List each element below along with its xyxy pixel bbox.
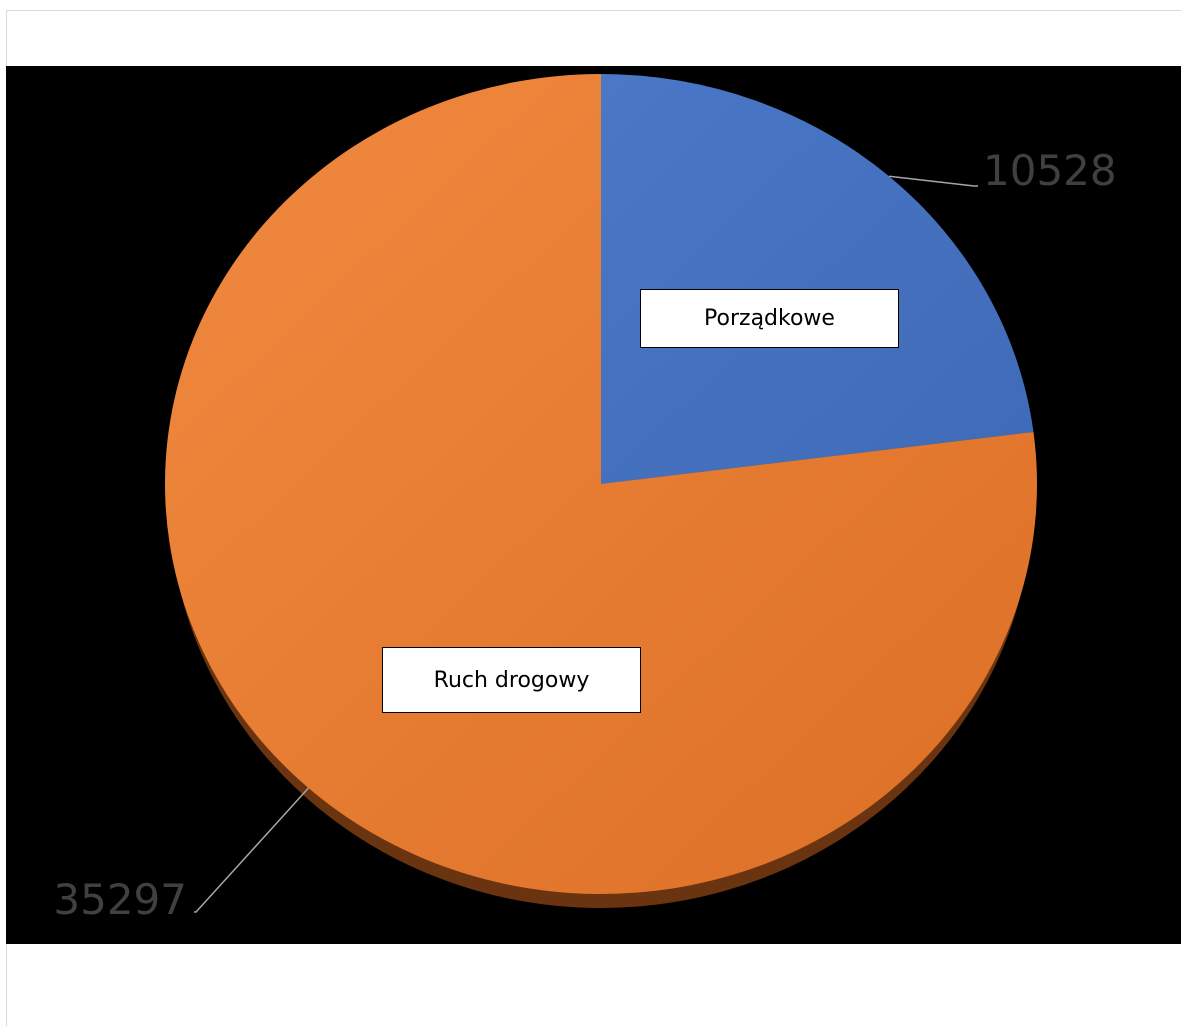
plot-area: 10528 35297 Porządkowe Ruch drogowy — [6, 66, 1181, 944]
leader-line-ruch-drogowy — [194, 787, 310, 913]
pie-slice-porzadkowe — [601, 74, 1034, 484]
category-label-ruch-drogowy: Ruch drogowy — [382, 647, 641, 713]
category-label-porzadkowe: Porządkowe — [640, 289, 899, 348]
leader-lines — [194, 175, 978, 913]
leader-line-porzadkowe — [888, 175, 978, 187]
pie-slices — [164, 74, 1037, 908]
data-label-porzadkowe: 10528 — [983, 146, 1117, 195]
pie-chart: 10528 35297 — [53, 74, 1117, 924]
data-label-ruch-drogowy: 35297 — [53, 875, 187, 924]
